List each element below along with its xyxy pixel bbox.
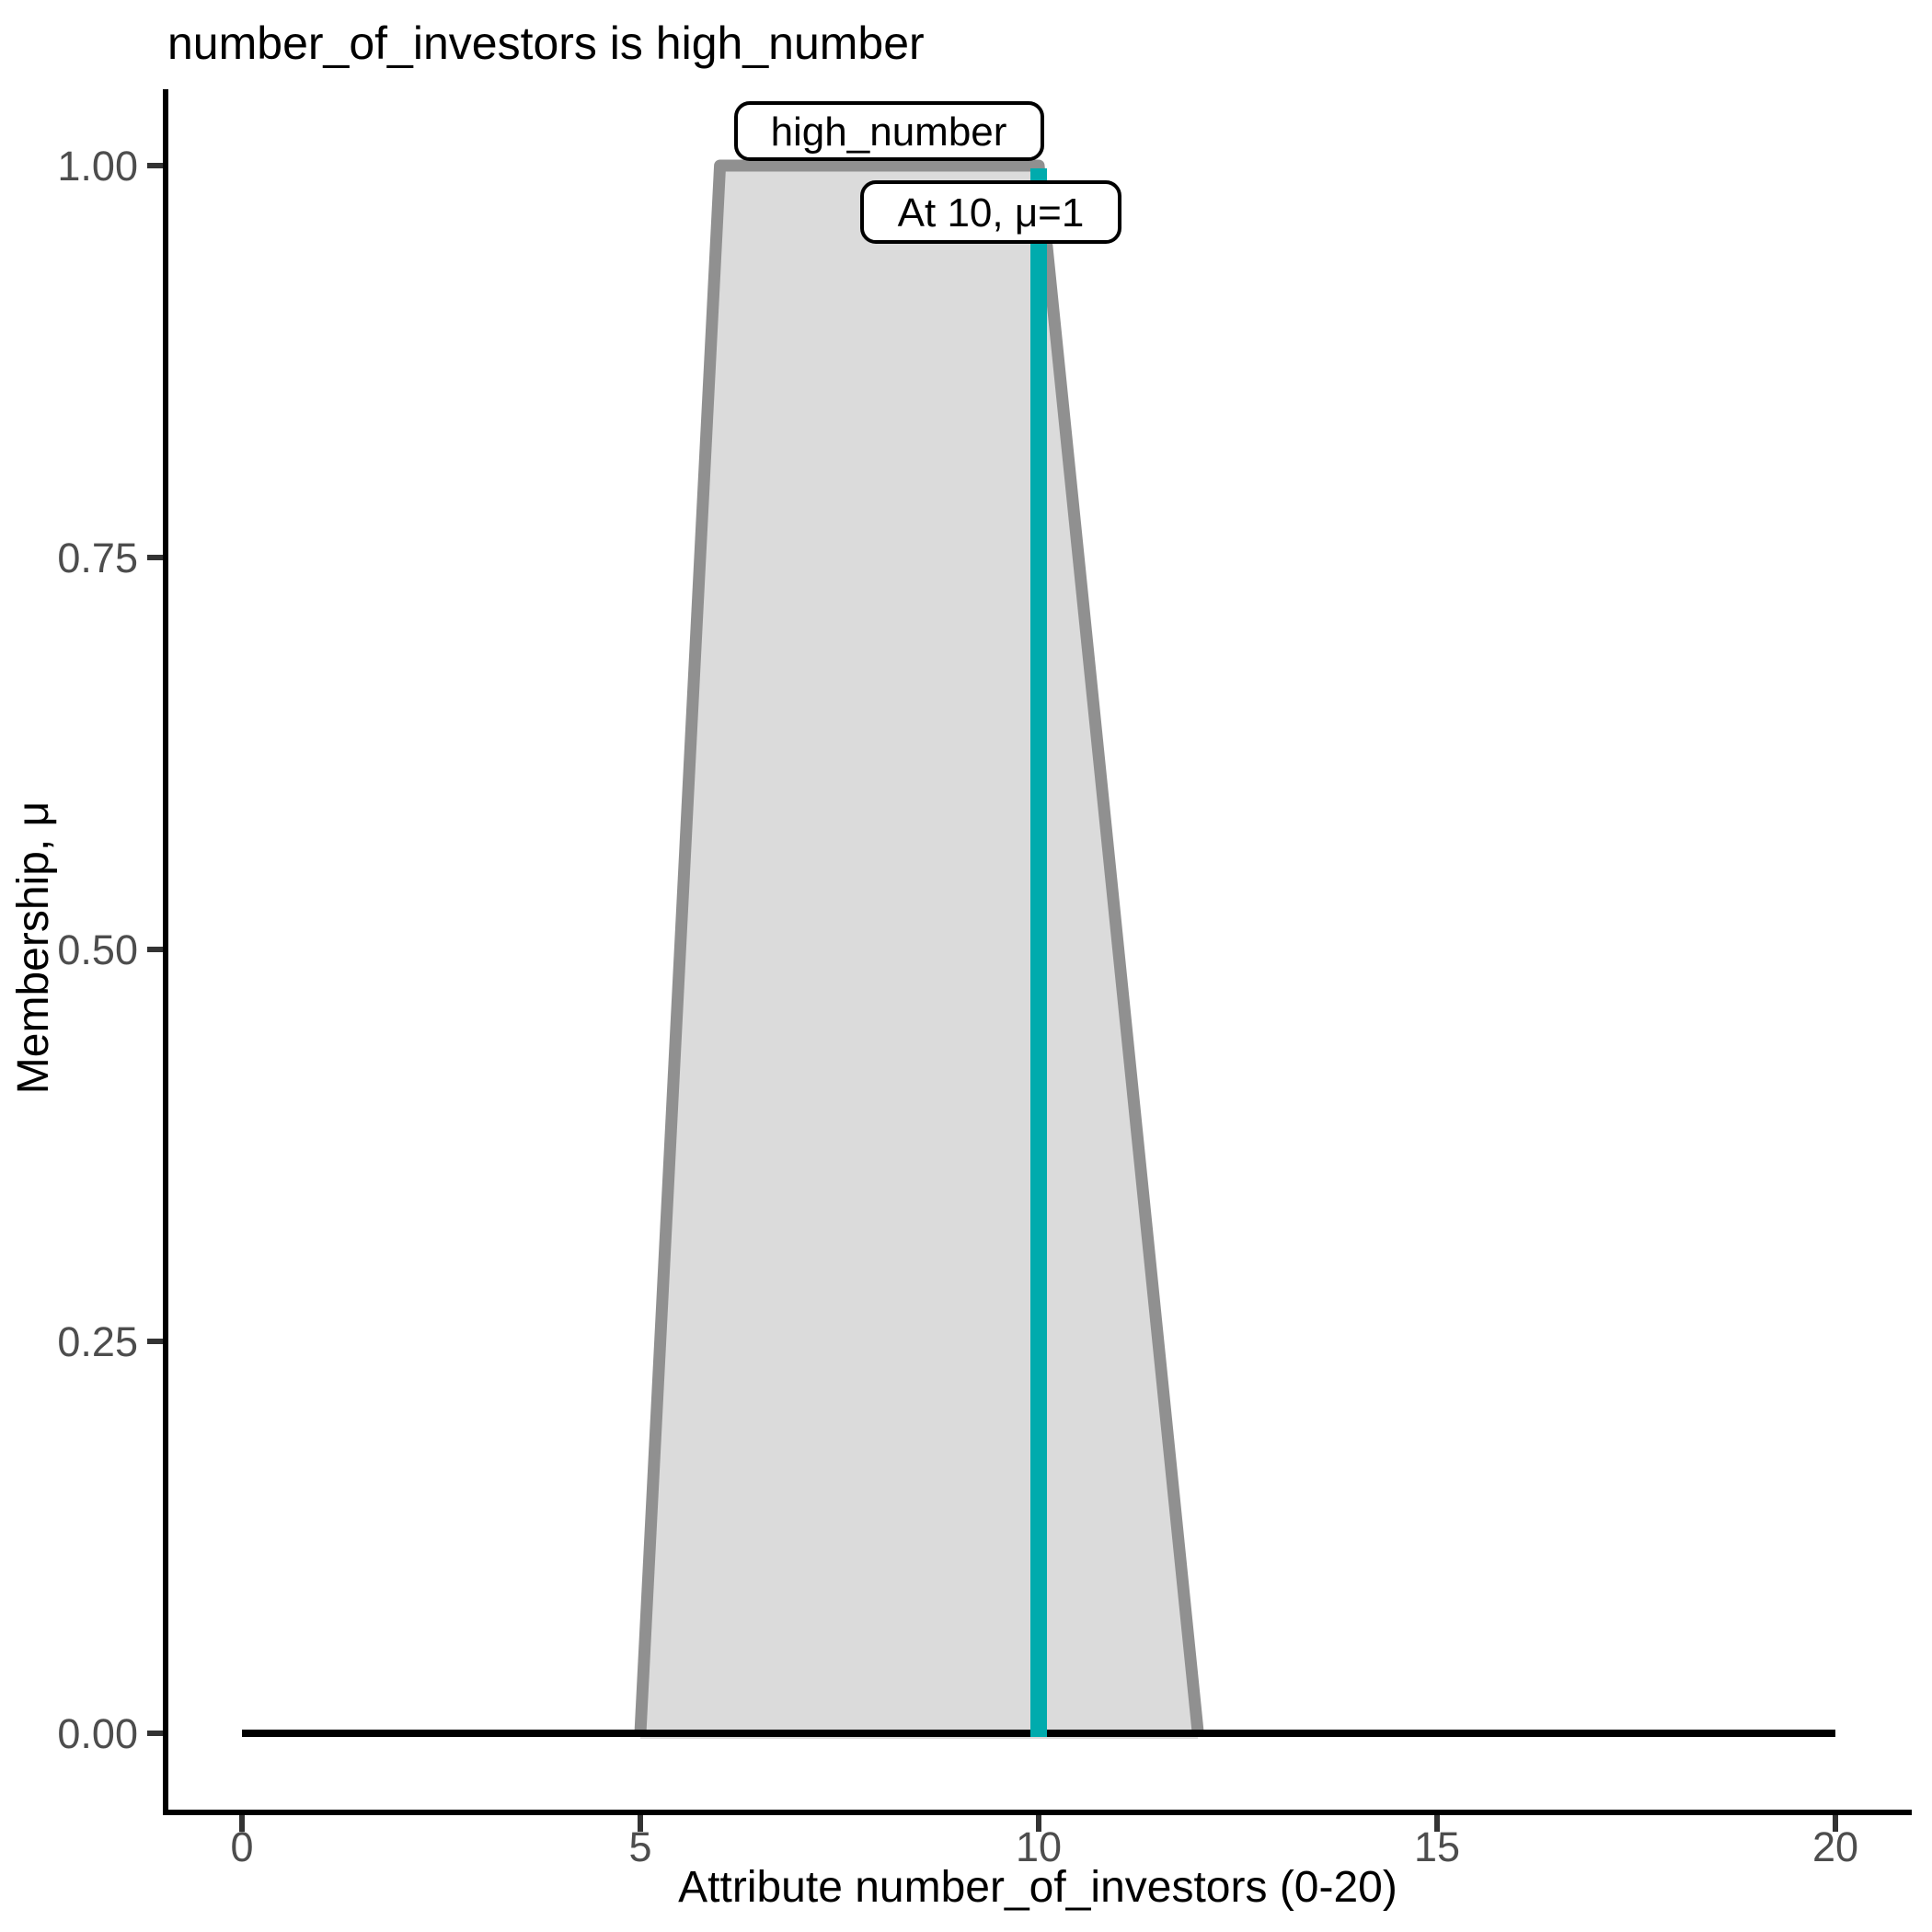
y-tick-label: 0.25 [57, 1318, 138, 1365]
x-tick-label: 5 [628, 1823, 651, 1870]
x-axis-title: Attribute number_of_investors (0-20) [678, 1863, 1397, 1912]
x-tick-label: 15 [1414, 1823, 1460, 1870]
membership-outline [634, 159, 1204, 1734]
set-name-label-box [734, 101, 1044, 161]
x-tick: 0 [230, 1815, 254, 1870]
x-tick-label: 20 [1812, 1823, 1858, 1870]
y-axis-title: Membership, μ [9, 801, 58, 1094]
y-tick: 0.25 [57, 1318, 163, 1365]
x-axis-ticks: 0 5 10 15 20 [230, 1815, 1858, 1870]
x-tick: 20 [1812, 1815, 1858, 1870]
x-tick: 10 [1016, 1815, 1062, 1870]
y-tick: 1.00 [57, 143, 163, 190]
y-tick-label: 0.00 [57, 1710, 138, 1757]
y-tick-label: 0.75 [57, 535, 138, 581]
membership-area-fill [640, 166, 1199, 1739]
y-tick-label: 0.50 [57, 926, 138, 973]
point-annotation-label: At 10, μ=1 [860, 180, 1121, 244]
y-tick: 0.00 [57, 1710, 163, 1757]
set-name-label-text: high_number [771, 109, 1007, 155]
x-tick-label: 0 [230, 1823, 253, 1870]
y-tick: 0.75 [57, 535, 163, 581]
point-annotation-label-text: At 10, μ=1 [898, 190, 1085, 236]
x-tick: 15 [1414, 1815, 1460, 1870]
plot-title: number_of_investors is high_number [167, 17, 925, 69]
x-tick-label: 10 [1016, 1823, 1062, 1870]
x-tick: 5 [628, 1815, 652, 1870]
y-tick: 0.50 [57, 926, 163, 973]
y-axis-ticks: 0.00 0.25 0.50 0.75 1.00 [57, 143, 163, 1757]
point-annotation-label-box [860, 180, 1121, 244]
y-tick-label: 1.00 [57, 143, 138, 190]
set-name-label: high_number [734, 101, 1044, 161]
